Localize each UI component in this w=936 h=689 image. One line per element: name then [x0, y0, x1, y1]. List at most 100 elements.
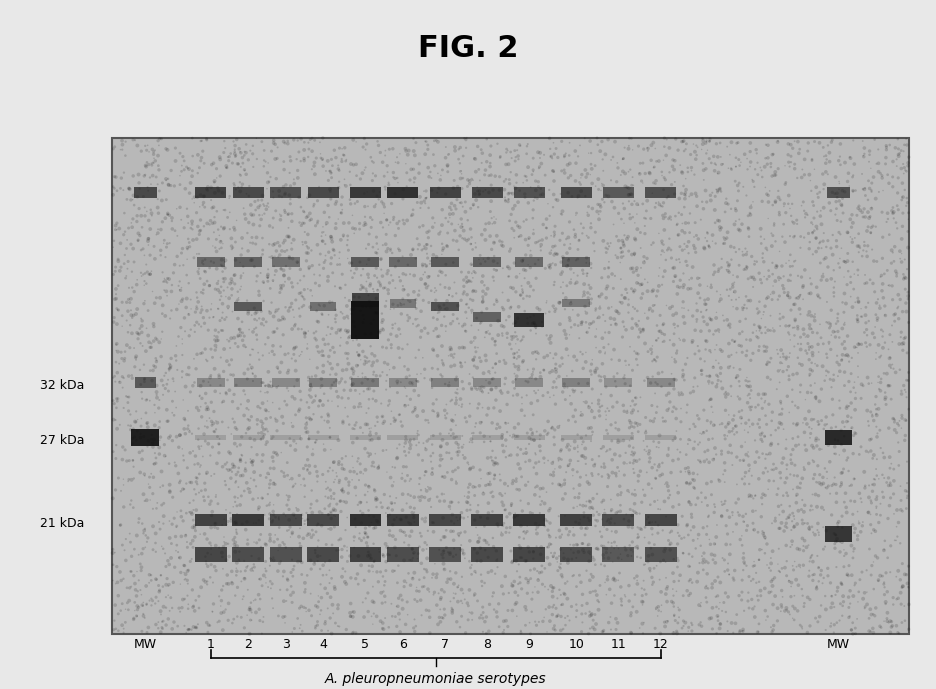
Point: [868, 404, 883, 415]
Point: [162, 359, 177, 370]
Point: [636, 251, 651, 263]
Point: [806, 469, 821, 480]
Point: [587, 160, 602, 171]
Point: [536, 150, 551, 161]
Point: [357, 356, 372, 367]
Point: [565, 539, 580, 551]
Point: [836, 544, 851, 555]
Point: [461, 615, 475, 626]
Point: [658, 616, 673, 627]
Bar: [644, 187, 676, 198]
Point: [292, 275, 307, 286]
Point: [592, 443, 607, 454]
Point: [189, 349, 204, 360]
Point: [417, 466, 432, 477]
Point: [140, 182, 155, 193]
Point: [746, 256, 761, 267]
Point: [610, 163, 625, 174]
Point: [366, 386, 381, 397]
Point: [429, 568, 444, 579]
Point: [807, 489, 822, 500]
Point: [678, 463, 693, 474]
Point: [504, 209, 519, 220]
Point: [633, 553, 648, 564]
Point: [128, 309, 143, 320]
Point: [716, 315, 731, 326]
Point: [258, 413, 273, 424]
Point: [685, 443, 700, 454]
Point: [630, 531, 645, 542]
Point: [140, 185, 155, 196]
Point: [167, 259, 182, 270]
Point: [677, 318, 692, 329]
Point: [292, 404, 307, 415]
Point: [689, 576, 704, 587]
Point: [626, 248, 641, 259]
Point: [649, 320, 664, 331]
Point: [465, 272, 480, 283]
Point: [691, 619, 706, 630]
Point: [831, 366, 846, 377]
Point: [323, 165, 338, 176]
Point: [562, 243, 577, 254]
Point: [311, 590, 326, 601]
Point: [160, 415, 175, 426]
Point: [831, 395, 846, 406]
Point: [256, 208, 271, 219]
Point: [528, 273, 543, 284]
Point: [238, 463, 253, 474]
Point: [245, 455, 260, 466]
Point: [801, 342, 816, 353]
Point: [551, 453, 566, 464]
Point: [273, 263, 288, 274]
Point: [446, 277, 461, 288]
Point: [584, 608, 599, 619]
Point: [546, 249, 561, 260]
Point: [653, 236, 668, 247]
Point: [561, 254, 576, 265]
Point: [142, 365, 157, 376]
Point: [616, 406, 631, 417]
Point: [446, 352, 461, 363]
Point: [574, 228, 589, 239]
Point: [134, 320, 149, 331]
Point: [449, 582, 464, 593]
Point: [136, 608, 151, 619]
Point: [597, 327, 612, 338]
Point: [826, 529, 841, 540]
Point: [894, 338, 909, 349]
Point: [193, 225, 208, 236]
Point: [329, 386, 344, 397]
Point: [588, 181, 603, 192]
Point: [485, 591, 500, 602]
Point: [529, 468, 544, 479]
Point: [285, 564, 300, 575]
Point: [462, 203, 477, 214]
Point: [110, 590, 125, 601]
Point: [194, 305, 209, 316]
Point: [864, 409, 879, 420]
Point: [451, 318, 466, 329]
Point: [577, 306, 592, 317]
Point: [461, 398, 476, 409]
Point: [352, 224, 367, 235]
Point: [664, 368, 679, 379]
Point: [612, 490, 627, 501]
Point: [490, 521, 505, 532]
Point: [152, 585, 167, 596]
Point: [144, 593, 159, 604]
Point: [227, 140, 242, 151]
Point: [273, 210, 288, 221]
Point: [549, 611, 564, 622]
Point: [188, 595, 203, 606]
Point: [367, 350, 382, 361]
Point: [616, 251, 631, 262]
Point: [249, 537, 264, 548]
Point: [507, 338, 522, 349]
Point: [622, 209, 636, 220]
Point: [213, 281, 228, 292]
Point: [882, 627, 897, 638]
Point: [721, 260, 736, 271]
Point: [231, 143, 246, 154]
Point: [890, 301, 905, 312]
